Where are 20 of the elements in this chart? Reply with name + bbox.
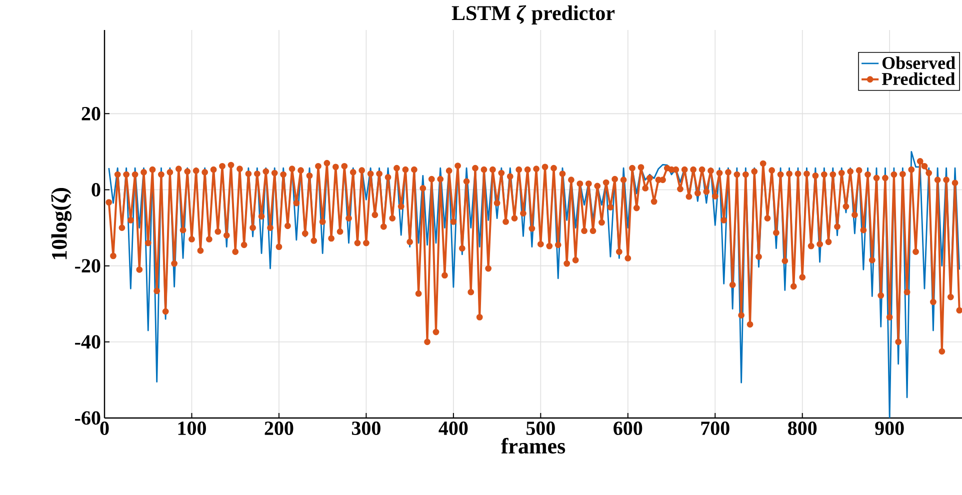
y-tick-label: 20 (82, 106, 100, 120)
y-tick-label: -40 (75, 335, 100, 349)
x-tick-label: 700 (701, 422, 730, 436)
x-tick-label: 200 (264, 422, 294, 436)
y-tick-label: 0 (92, 183, 100, 196)
y-tick-label: -60 (75, 411, 100, 425)
y-tick-label: -20 (75, 259, 100, 273)
x-tick-label: 100 (178, 422, 206, 436)
x-tick-label: 400 (438, 422, 468, 436)
x-axis-title: frames (501, 438, 566, 454)
legend-label: Observed (882, 56, 956, 70)
x-tick-label: 500 (526, 422, 555, 436)
x-tick-label: 600 (614, 422, 642, 436)
y-axis-title: 10log(ζ) (51, 188, 72, 260)
x-tick-label: 300 (352, 422, 380, 436)
legend-label: Predicted (882, 72, 956, 86)
x-tick-label: 0 (100, 422, 109, 436)
x-tick-label: 900 (875, 422, 904, 436)
x-tick-label: 800 (788, 422, 817, 436)
chart-title: LSTM ζ predictor (452, 5, 615, 24)
